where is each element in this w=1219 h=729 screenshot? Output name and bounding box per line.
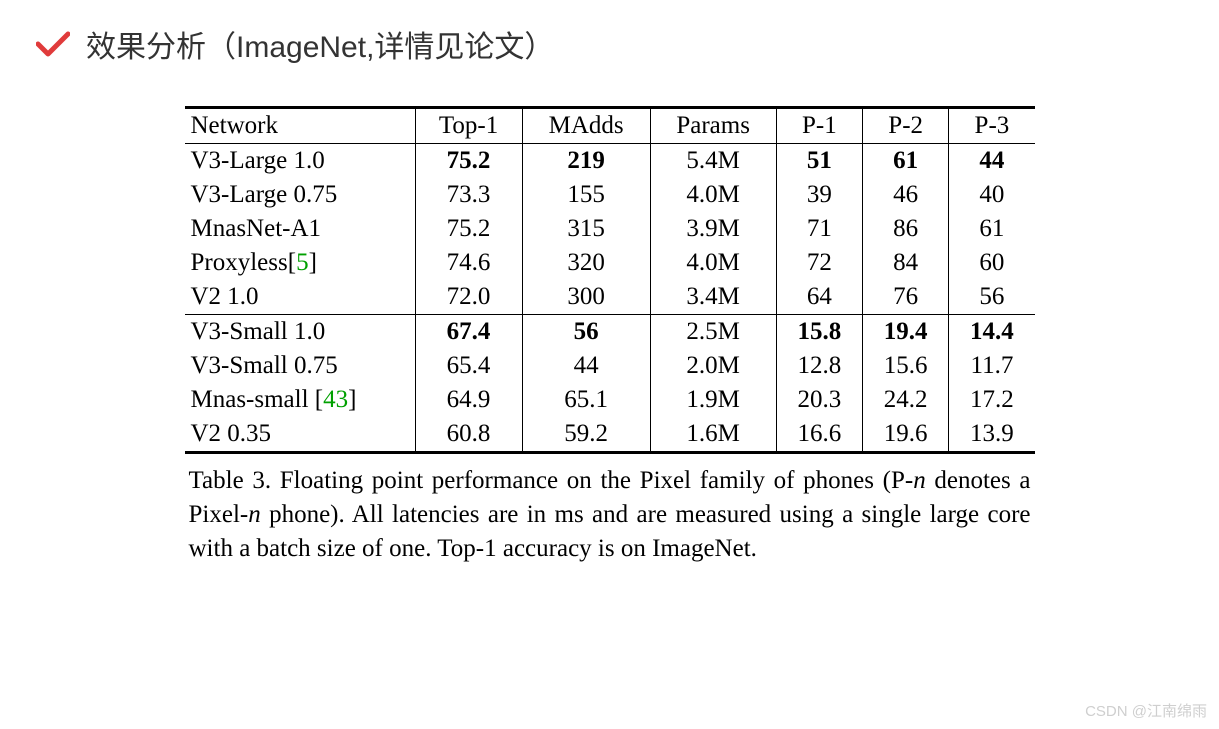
table-cell: 219 [522,144,650,179]
table-cell: 155 [522,178,650,212]
citation-ref: 43 [323,386,348,413]
table-cell: 14.4 [949,315,1035,350]
table-row: Mnas-small [43]64.965.11.9M20.324.217.2 [185,383,1035,417]
table-cell: 1.9M [650,383,776,417]
table-cell: 75.2 [415,212,522,246]
caption-n2: n [248,501,261,528]
table-row: V2 0.3560.859.21.6M16.619.613.9 [185,417,1035,453]
table-cell: 44 [522,349,650,383]
table-cell: 2.5M [650,315,776,350]
table-cell: 61 [863,144,949,179]
table-header-row: Network Top-1 MAdds Params P-1 P-2 P-3 [185,108,1035,144]
table-cell: 51 [776,144,862,179]
section-heading: 效果分析（ImageNet,详情见论文） [0,0,1219,66]
table-cell: V3-Large 1.0 [185,144,416,179]
table-row: MnasNet-A175.23153.9M718661 [185,212,1035,246]
table-cell: 72 [776,246,862,280]
table-cell: 60 [949,246,1035,280]
table-cell: V2 1.0 [185,280,416,315]
table-cell: 3.4M [650,280,776,315]
table-cell: MnasNet-A1 [185,212,416,246]
col-top1: Top-1 [415,108,522,144]
table-cell: Mnas-small [43] [185,383,416,417]
table-cell: 3.9M [650,212,776,246]
table-cell: 64 [776,280,862,315]
table-cell: V3-Small 0.75 [185,349,416,383]
table-cell: 86 [863,212,949,246]
table-cell: Proxyless[5] [185,246,416,280]
table-cell: 5.4M [650,144,776,179]
table-row: V3-Small 0.7565.4442.0M12.815.611.7 [185,349,1035,383]
table-cell: 40 [949,178,1035,212]
table-caption: Table 3. Floating point performance on t… [185,464,1035,565]
table-cell: 4.0M [650,246,776,280]
table-row: V2 1.072.03003.4M647656 [185,280,1035,315]
col-params: Params [650,108,776,144]
table-cell: 24.2 [863,383,949,417]
performance-table: Network Top-1 MAdds Params P-1 P-2 P-3 V… [185,106,1035,454]
col-p3: P-3 [949,108,1035,144]
table-cell: 17.2 [949,383,1035,417]
table-cell: 13.9 [949,417,1035,453]
table-cell: V2 0.35 [185,417,416,453]
col-p2: P-2 [863,108,949,144]
table-cell: 74.6 [415,246,522,280]
table-row: V3-Small 1.067.4562.5M15.819.414.4 [185,315,1035,350]
table-cell: 315 [522,212,650,246]
table-cell: 59.2 [522,417,650,453]
table-cell: 84 [863,246,949,280]
table-cell: 73.3 [415,178,522,212]
table-cell: V3-Small 1.0 [185,315,416,350]
table-cell: 12.8 [776,349,862,383]
table-row: V3-Large 0.7573.31554.0M394640 [185,178,1035,212]
col-madds: MAdds [522,108,650,144]
table-cell: 46 [863,178,949,212]
table-cell: 61 [949,212,1035,246]
citation-ref: 5 [296,249,309,276]
table-cell: 65.1 [522,383,650,417]
table-cell: 56 [522,315,650,350]
table-cell: 15.6 [863,349,949,383]
table-cell: 300 [522,280,650,315]
table-cell: 72.0 [415,280,522,315]
table-row: Proxyless[5]74.63204.0M728460 [185,246,1035,280]
table-cell: 71 [776,212,862,246]
performance-table-container: Network Top-1 MAdds Params P-1 P-2 P-3 V… [185,106,1035,565]
table-cell: 65.4 [415,349,522,383]
table-cell: 76 [863,280,949,315]
table-cell: V3-Large 0.75 [185,178,416,212]
table-cell: 44 [949,144,1035,179]
table-body: V3-Large 1.075.22195.4M516144V3-Large 0.… [185,144,1035,453]
table-cell: 75.2 [415,144,522,179]
caption-n1: n [913,467,926,494]
col-network: Network [185,108,416,144]
table-cell: 19.6 [863,417,949,453]
table-cell: 19.4 [863,315,949,350]
watermark: CSDN @江南绵雨 [1085,700,1207,721]
table-cell: 4.0M [650,178,776,212]
caption-prefix: Table 3. Floating point performance on t… [189,467,914,494]
table-cell: 67.4 [415,315,522,350]
heading-text: 效果分析（ImageNet,详情见论文） [86,22,554,66]
table-cell: 1.6M [650,417,776,453]
table-cell: 60.8 [415,417,522,453]
table-cell: 20.3 [776,383,862,417]
caption-suffix: phone). All latencies are in ms and are … [189,501,1031,562]
table-cell: 11.7 [949,349,1035,383]
check-icon [36,30,70,58]
table-cell: 56 [949,280,1035,315]
table-cell: 64.9 [415,383,522,417]
table-cell: 15.8 [776,315,862,350]
table-row: V3-Large 1.075.22195.4M516144 [185,144,1035,179]
table-cell: 39 [776,178,862,212]
table-cell: 320 [522,246,650,280]
table-cell: 16.6 [776,417,862,453]
table-cell: 2.0M [650,349,776,383]
col-p1: P-1 [776,108,862,144]
